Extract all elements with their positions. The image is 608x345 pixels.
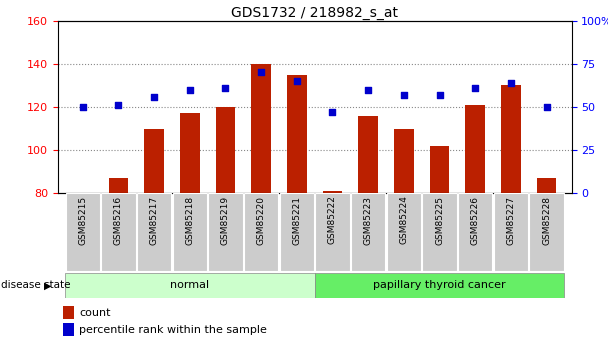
Text: GSM85223: GSM85223 bbox=[364, 196, 373, 245]
Point bbox=[542, 104, 551, 110]
Text: GSM85227: GSM85227 bbox=[506, 196, 516, 245]
Bar bbox=[109, 178, 128, 193]
Point bbox=[149, 94, 159, 99]
Bar bbox=[465, 105, 485, 193]
Text: GSM85228: GSM85228 bbox=[542, 196, 551, 245]
Point bbox=[114, 102, 123, 108]
Point bbox=[435, 92, 444, 98]
Bar bbox=[358, 116, 378, 193]
Bar bbox=[394, 128, 413, 193]
Text: GSM85219: GSM85219 bbox=[221, 196, 230, 245]
Point bbox=[471, 85, 480, 91]
Text: GSM85216: GSM85216 bbox=[114, 196, 123, 245]
Point bbox=[221, 85, 230, 91]
Bar bbox=[458, 193, 492, 271]
Bar bbox=[102, 193, 136, 271]
Bar bbox=[173, 193, 207, 271]
Bar bbox=[323, 191, 342, 193]
Text: GSM85217: GSM85217 bbox=[150, 196, 159, 245]
Text: percentile rank within the sample: percentile rank within the sample bbox=[79, 325, 267, 335]
Text: GSM85218: GSM85218 bbox=[185, 196, 195, 245]
Bar bbox=[430, 146, 449, 193]
Bar bbox=[251, 64, 271, 193]
Bar bbox=[315, 273, 564, 298]
Text: count: count bbox=[79, 308, 111, 317]
Point bbox=[292, 78, 302, 84]
Bar bbox=[494, 193, 528, 271]
Text: papillary thyroid cancer: papillary thyroid cancer bbox=[373, 280, 506, 290]
Bar bbox=[287, 75, 306, 193]
Text: disease state: disease state bbox=[1, 280, 71, 290]
Bar bbox=[65, 273, 315, 298]
Bar bbox=[316, 193, 350, 271]
Bar bbox=[501, 85, 520, 193]
Bar bbox=[63, 323, 74, 336]
Bar bbox=[209, 193, 243, 271]
Text: ▶: ▶ bbox=[44, 280, 52, 290]
Bar bbox=[144, 128, 164, 193]
Text: GSM85226: GSM85226 bbox=[471, 196, 480, 245]
Text: GSM85222: GSM85222 bbox=[328, 196, 337, 244]
Point bbox=[399, 92, 409, 98]
Bar bbox=[537, 178, 556, 193]
Bar bbox=[180, 114, 199, 193]
Bar bbox=[351, 193, 385, 271]
Bar bbox=[280, 193, 314, 271]
Title: GDS1732 / 218982_s_at: GDS1732 / 218982_s_at bbox=[231, 6, 398, 20]
Bar bbox=[530, 193, 564, 271]
Point bbox=[328, 109, 337, 115]
Bar bbox=[387, 193, 421, 271]
Text: GSM85224: GSM85224 bbox=[399, 196, 409, 244]
Text: GSM85221: GSM85221 bbox=[292, 196, 302, 245]
Bar bbox=[216, 107, 235, 193]
Point bbox=[506, 80, 516, 86]
Text: normal: normal bbox=[170, 280, 209, 290]
Bar bbox=[63, 306, 74, 319]
Bar bbox=[137, 193, 171, 271]
Point bbox=[185, 87, 195, 92]
Bar bbox=[244, 193, 278, 271]
Text: GSM85215: GSM85215 bbox=[78, 196, 87, 245]
Text: GSM85225: GSM85225 bbox=[435, 196, 444, 245]
Point bbox=[364, 87, 373, 92]
Bar bbox=[423, 193, 457, 271]
Text: GSM85220: GSM85220 bbox=[257, 196, 266, 245]
Point bbox=[78, 104, 88, 110]
Point bbox=[256, 70, 266, 75]
Bar bbox=[66, 193, 100, 271]
